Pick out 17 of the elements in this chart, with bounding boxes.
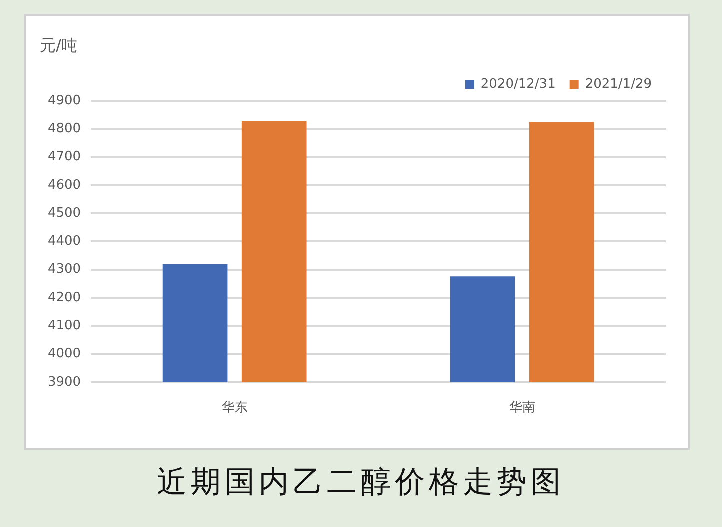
- x-tick-label: 华南: [509, 400, 536, 416]
- y-tick-label: 4500: [48, 206, 82, 221]
- y-tick-label: 4900: [48, 93, 82, 108]
- legend-label: 2021/1/29: [585, 76, 652, 92]
- y-tick-label: 4300: [48, 262, 82, 278]
- legend-label: 2020/12/31: [480, 76, 556, 92]
- y-tick-label: 4700: [48, 150, 82, 165]
- y-tick-label: 3900: [48, 374, 82, 390]
- y-tick-label: 4600: [48, 178, 82, 193]
- y-tick-label: 4000: [48, 346, 82, 362]
- y-tick-label: 4200: [48, 290, 82, 306]
- y-tick-label: 4800: [48, 122, 82, 137]
- x-tick-label: 华东: [222, 400, 248, 416]
- y-axis-title: 元/吨: [40, 36, 78, 57]
- text: 近期国内乙二醇价格走势图: [156, 464, 566, 502]
- y-tick-label: 4100: [48, 318, 82, 334]
- y-tick-label: 4400: [48, 234, 82, 250]
